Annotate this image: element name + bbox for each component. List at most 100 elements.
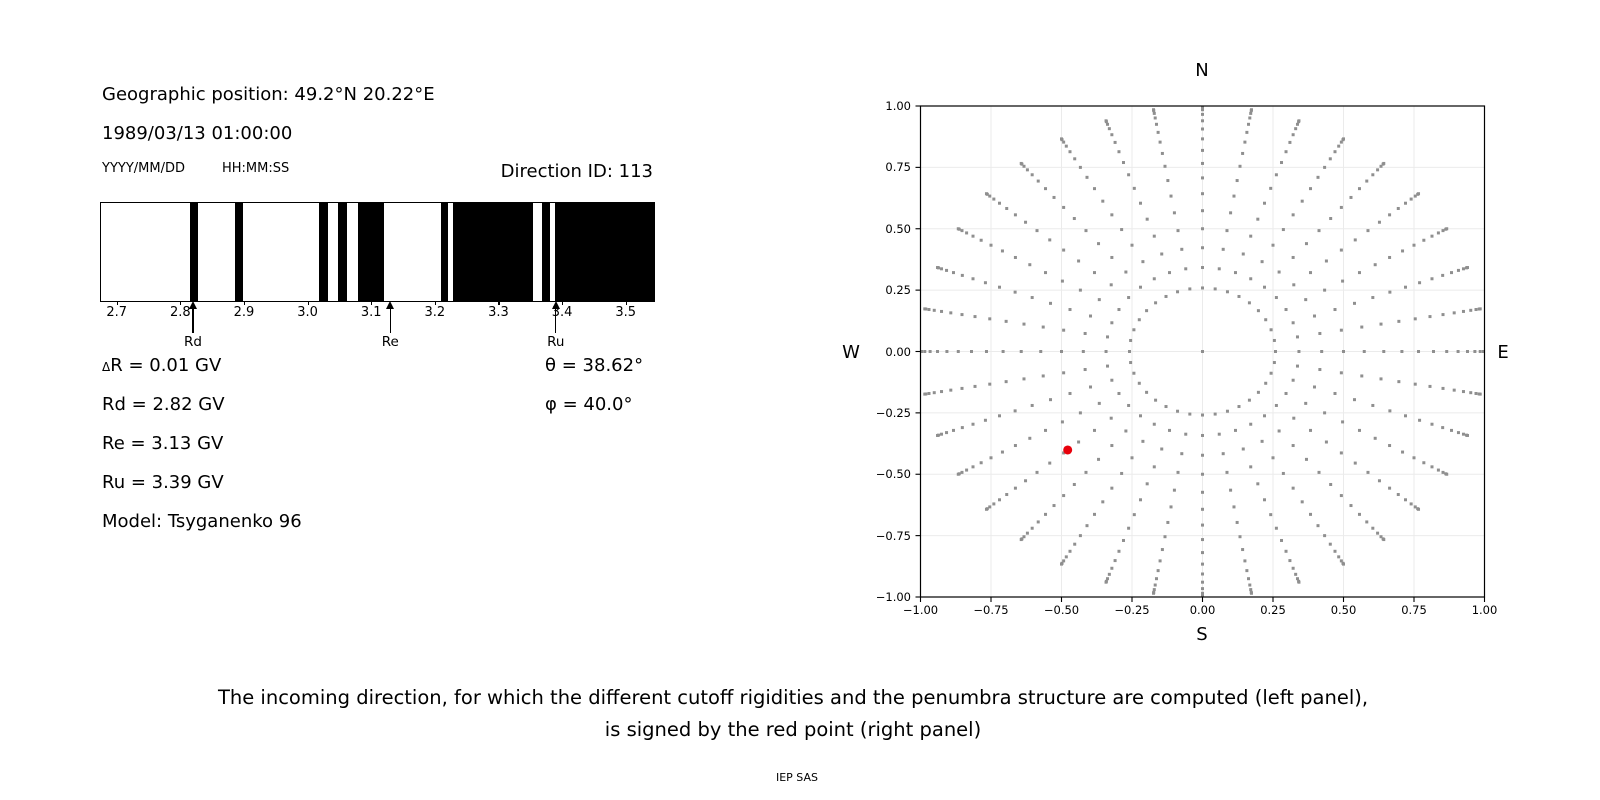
- direction-dot: [1153, 116, 1157, 120]
- direction-dot: [1201, 266, 1204, 270]
- direction-dot: [945, 431, 949, 435]
- cutoff-arrow-stem: [555, 309, 557, 333]
- direction-dot: [1062, 140, 1066, 144]
- direction-dot: [1333, 391, 1337, 395]
- direction-dot: [1163, 164, 1167, 168]
- phi-value: φ = 40.0°: [545, 394, 633, 415]
- direction-dot: [1373, 263, 1377, 267]
- direction-dot: [1256, 482, 1260, 486]
- direction-dot: [936, 433, 940, 437]
- direction-dot: [1062, 494, 1066, 498]
- direction-dot: [1089, 314, 1093, 318]
- direction-dot: [1264, 381, 1268, 385]
- direction-dot: [1064, 144, 1068, 148]
- direction-dot: [1152, 277, 1156, 281]
- direction-dot: [1000, 450, 1004, 454]
- direction-dot: [1397, 319, 1401, 323]
- direction-dot: [1201, 591, 1204, 595]
- direction-dot: [1044, 271, 1048, 275]
- direction-dot: [1201, 587, 1204, 591]
- direction-dot: [1316, 175, 1320, 179]
- direction-dot: [1104, 119, 1108, 123]
- direction-dot: [1436, 468, 1440, 472]
- penumbra-tick: [434, 301, 437, 305]
- direction-dot: [1145, 309, 1149, 313]
- direction-dot: [1160, 151, 1164, 155]
- direction-dot: [1121, 161, 1125, 165]
- direction-dot: [1465, 350, 1469, 353]
- direction-dot: [1036, 179, 1040, 183]
- direction-dot: [1465, 433, 1469, 437]
- direction-dot: [1404, 414, 1407, 418]
- direction-dot: [1304, 242, 1308, 246]
- direction-dot: [1291, 213, 1295, 217]
- y-tick-label: 0.00: [885, 344, 911, 359]
- direction-dot: [1184, 267, 1188, 271]
- penumbra-tick-label: 3.3: [488, 305, 509, 320]
- direction-dot: [1284, 308, 1288, 312]
- direction-dot: [1005, 493, 1009, 497]
- direction-dot: [1238, 535, 1242, 539]
- direction-dot: [1110, 566, 1114, 570]
- direction-dot: [1376, 168, 1380, 172]
- direction-dot: [1304, 457, 1308, 461]
- direction-dot: [923, 307, 927, 311]
- direction-dot: [1248, 583, 1252, 587]
- direction-dot: [1068, 150, 1072, 154]
- direction-dot: [1064, 555, 1068, 559]
- penumbra-tick-label: 3.1: [360, 305, 382, 320]
- direction-dot: [1241, 447, 1245, 451]
- penumbra-tick-label: 3.2: [424, 305, 446, 320]
- direction-dot: [1235, 520, 1239, 524]
- penumbra-tick-label: 3.5: [615, 305, 637, 320]
- model-label: Model: Tsyganenko 96: [102, 511, 302, 532]
- direction-dot: [1201, 227, 1204, 231]
- direction-dot: [1077, 259, 1081, 263]
- direction-dot: [1445, 227, 1449, 231]
- direction-dot: [1339, 559, 1343, 563]
- direction-dot: [1201, 148, 1204, 152]
- direction-dot: [1217, 267, 1221, 271]
- direction-dot: [1373, 436, 1377, 440]
- cutoff-arrow-icon: [386, 301, 395, 309]
- direction-dot: [970, 350, 973, 353]
- direction-dot: [940, 432, 944, 436]
- direction-dot: [1284, 391, 1288, 395]
- direction-dot: [1180, 247, 1184, 251]
- direction-dot: [1309, 428, 1313, 432]
- direction-dot: [1295, 122, 1299, 126]
- direction-dot: [1176, 290, 1180, 294]
- caption-line-2: is signed by the red point (right panel): [604, 718, 982, 741]
- direction-dot: [1382, 538, 1386, 542]
- direction-dot: [923, 350, 927, 353]
- direction-dot: [1366, 470, 1370, 474]
- direction-dot: [1342, 350, 1345, 353]
- direction-dot: [1141, 260, 1145, 264]
- direction-dot: [988, 382, 992, 386]
- direction-dot: [1048, 238, 1052, 242]
- penumbra-tick: [116, 301, 118, 305]
- cutoff-marker-label: Ru: [547, 334, 565, 350]
- direction-dot: [1152, 108, 1156, 112]
- direction-dot: [1085, 175, 1089, 179]
- direction-dot: [1049, 301, 1053, 305]
- direction-dot: [920, 350, 922, 353]
- direction-dot: [1127, 526, 1131, 530]
- direction-dot: [1304, 401, 1308, 405]
- direction-dot: [1154, 398, 1158, 402]
- direction-dot: [1154, 122, 1158, 126]
- direction-dot: [1339, 205, 1343, 209]
- direction-dot: [1247, 577, 1251, 581]
- direction-dot: [1413, 317, 1417, 321]
- direction-dot: [1371, 403, 1375, 407]
- direction-dot: [1168, 428, 1172, 432]
- direction-dot: [1342, 562, 1345, 566]
- direction-dot: [1101, 500, 1105, 504]
- direction-dot: [1412, 456, 1416, 460]
- direction-dot: [1083, 331, 1087, 335]
- direction-dot: [971, 277, 975, 281]
- direction-dot: [1371, 296, 1375, 300]
- direction-dot: [1104, 350, 1108, 353]
- direction-dot: [936, 350, 940, 353]
- direction-dot: [1001, 350, 1005, 353]
